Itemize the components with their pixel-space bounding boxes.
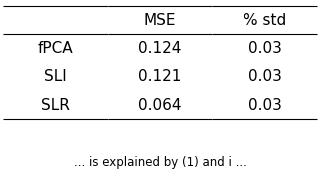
Text: ... is explained by (1) and i ...: ... is explained by (1) and i ... — [74, 155, 246, 169]
